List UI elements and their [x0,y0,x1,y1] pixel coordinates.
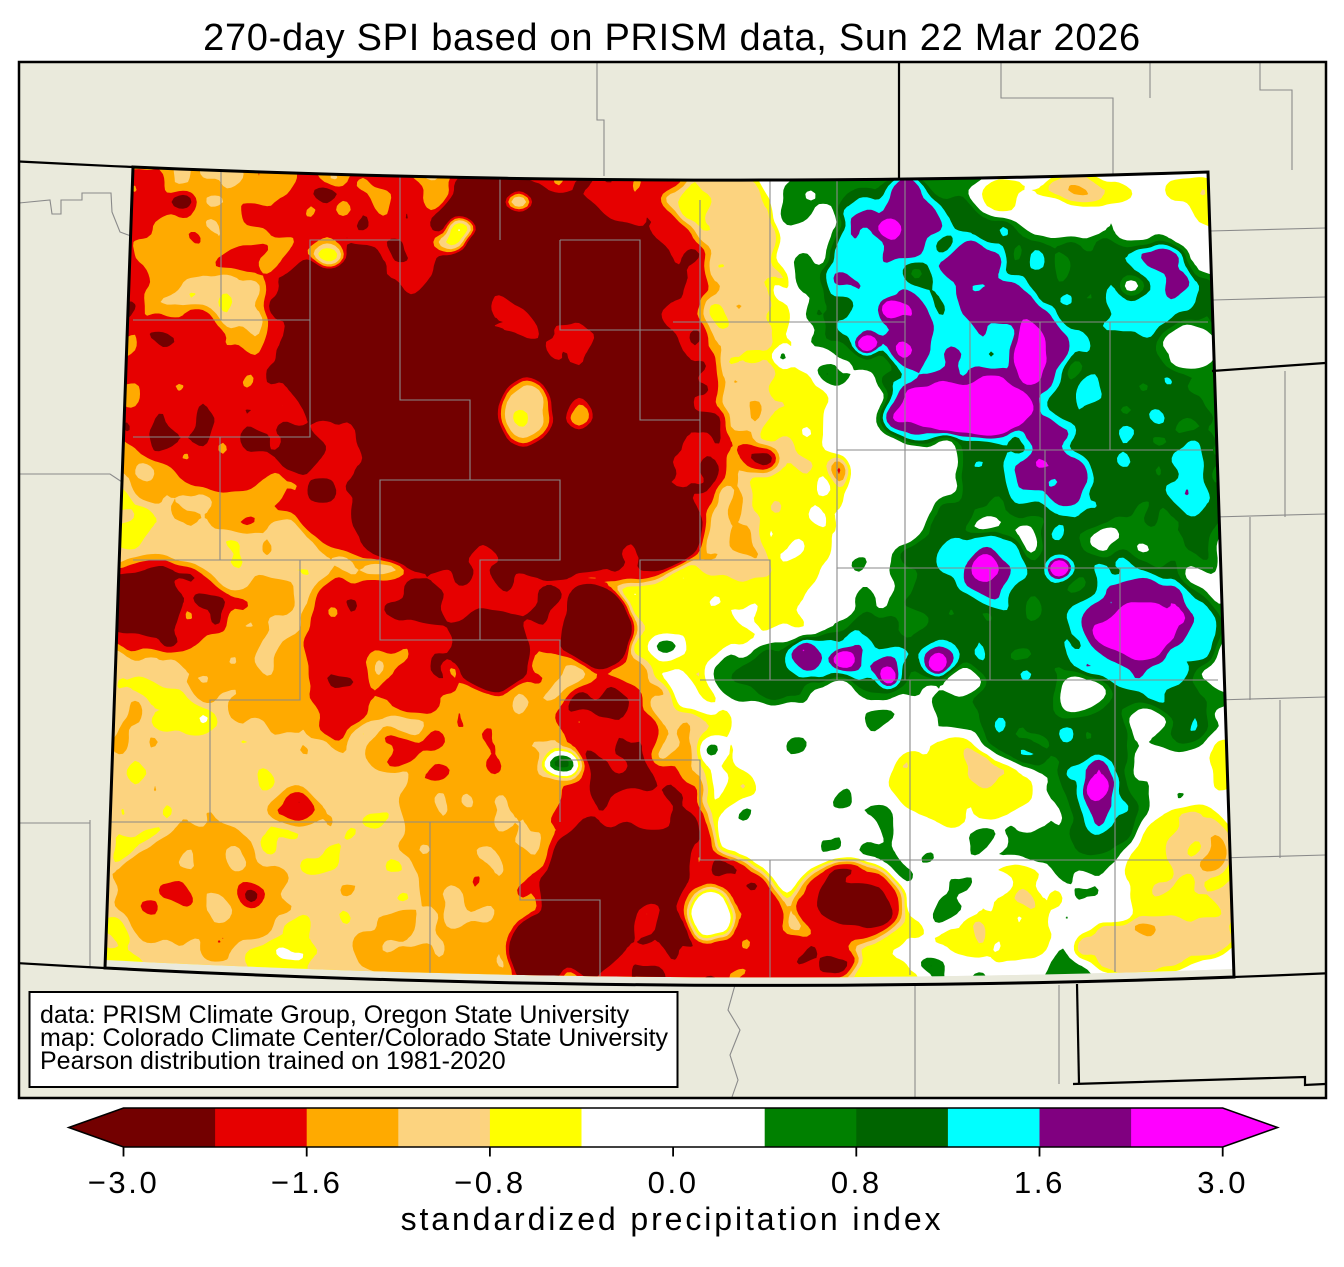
svg-text:0.8: 0.8 [831,1165,882,1200]
svg-text:Pearson distribution trained o: Pearson distribution trained on 1981-202… [40,1047,506,1075]
svg-text:1.6: 1.6 [1014,1165,1065,1200]
svg-text:map: Colorado Climate Center/C: map: Colorado Climate Center/Colorado St… [40,1024,669,1052]
svg-text:−3.0: −3.0 [88,1165,160,1200]
svg-text:data: PRISM Climate Group, Ore: data: PRISM Climate Group, Oregon State … [40,1001,630,1029]
svg-text:−1.6: −1.6 [271,1165,343,1200]
svg-text:standardized precipitation ind: standardized precipitation index [401,1201,944,1237]
svg-text:3.0: 3.0 [1197,1165,1248,1200]
svg-text:−0.8: −0.8 [454,1165,526,1200]
svg-text:0.0: 0.0 [648,1165,699,1200]
svg-text:270-day SPI based on PRISM dat: 270-day SPI based on PRISM data, Sun 22 … [203,17,1141,59]
